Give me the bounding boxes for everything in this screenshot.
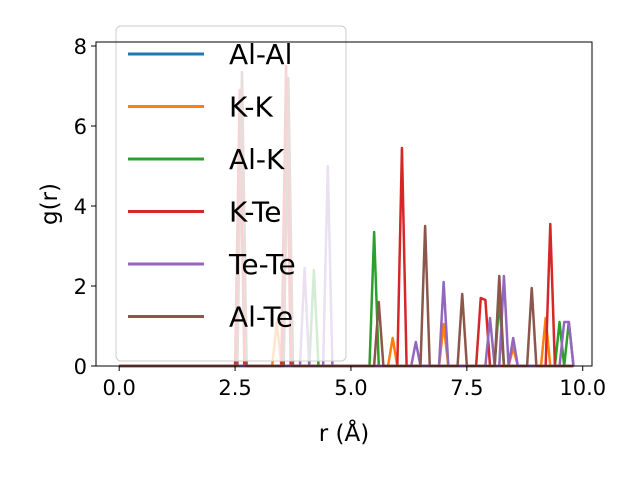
legend-label: Al-K [229, 143, 285, 176]
x-tick-label: 5.0 [334, 376, 367, 400]
legend-label: K-K [229, 91, 274, 124]
x-tick-label: 7.5 [450, 376, 483, 400]
legend-label: Al-Te [229, 301, 293, 334]
x-tick-label: 0.0 [102, 376, 135, 400]
legend: Al-Al K-K Al-K K-Te Te-Te Al-Te [115, 25, 347, 362]
y-axis: 0 2 4 6 8 [74, 35, 96, 379]
x-tick-label: 10.0 [559, 376, 606, 400]
y-tick-label: 2 [74, 275, 87, 299]
y-tick-label: 4 [74, 195, 87, 219]
legend-box [115, 25, 347, 362]
y-tick-label: 8 [74, 35, 87, 59]
legend-label: Al-Al [229, 38, 292, 71]
x-tick-label: 2.5 [218, 376, 251, 400]
y-tick-label: 6 [74, 115, 87, 139]
x-axis: 0.0 2.5 5.0 7.5 10.0 [102, 366, 606, 400]
legend-label: K-Te [229, 196, 282, 229]
y-tick-label: 0 [74, 355, 87, 379]
x-axis-label: r (Å) [319, 419, 369, 447]
plot-frame [95, 41, 593, 367]
legend-label: Te-Te [228, 248, 296, 281]
y-axis-label: g(r) [37, 183, 63, 225]
